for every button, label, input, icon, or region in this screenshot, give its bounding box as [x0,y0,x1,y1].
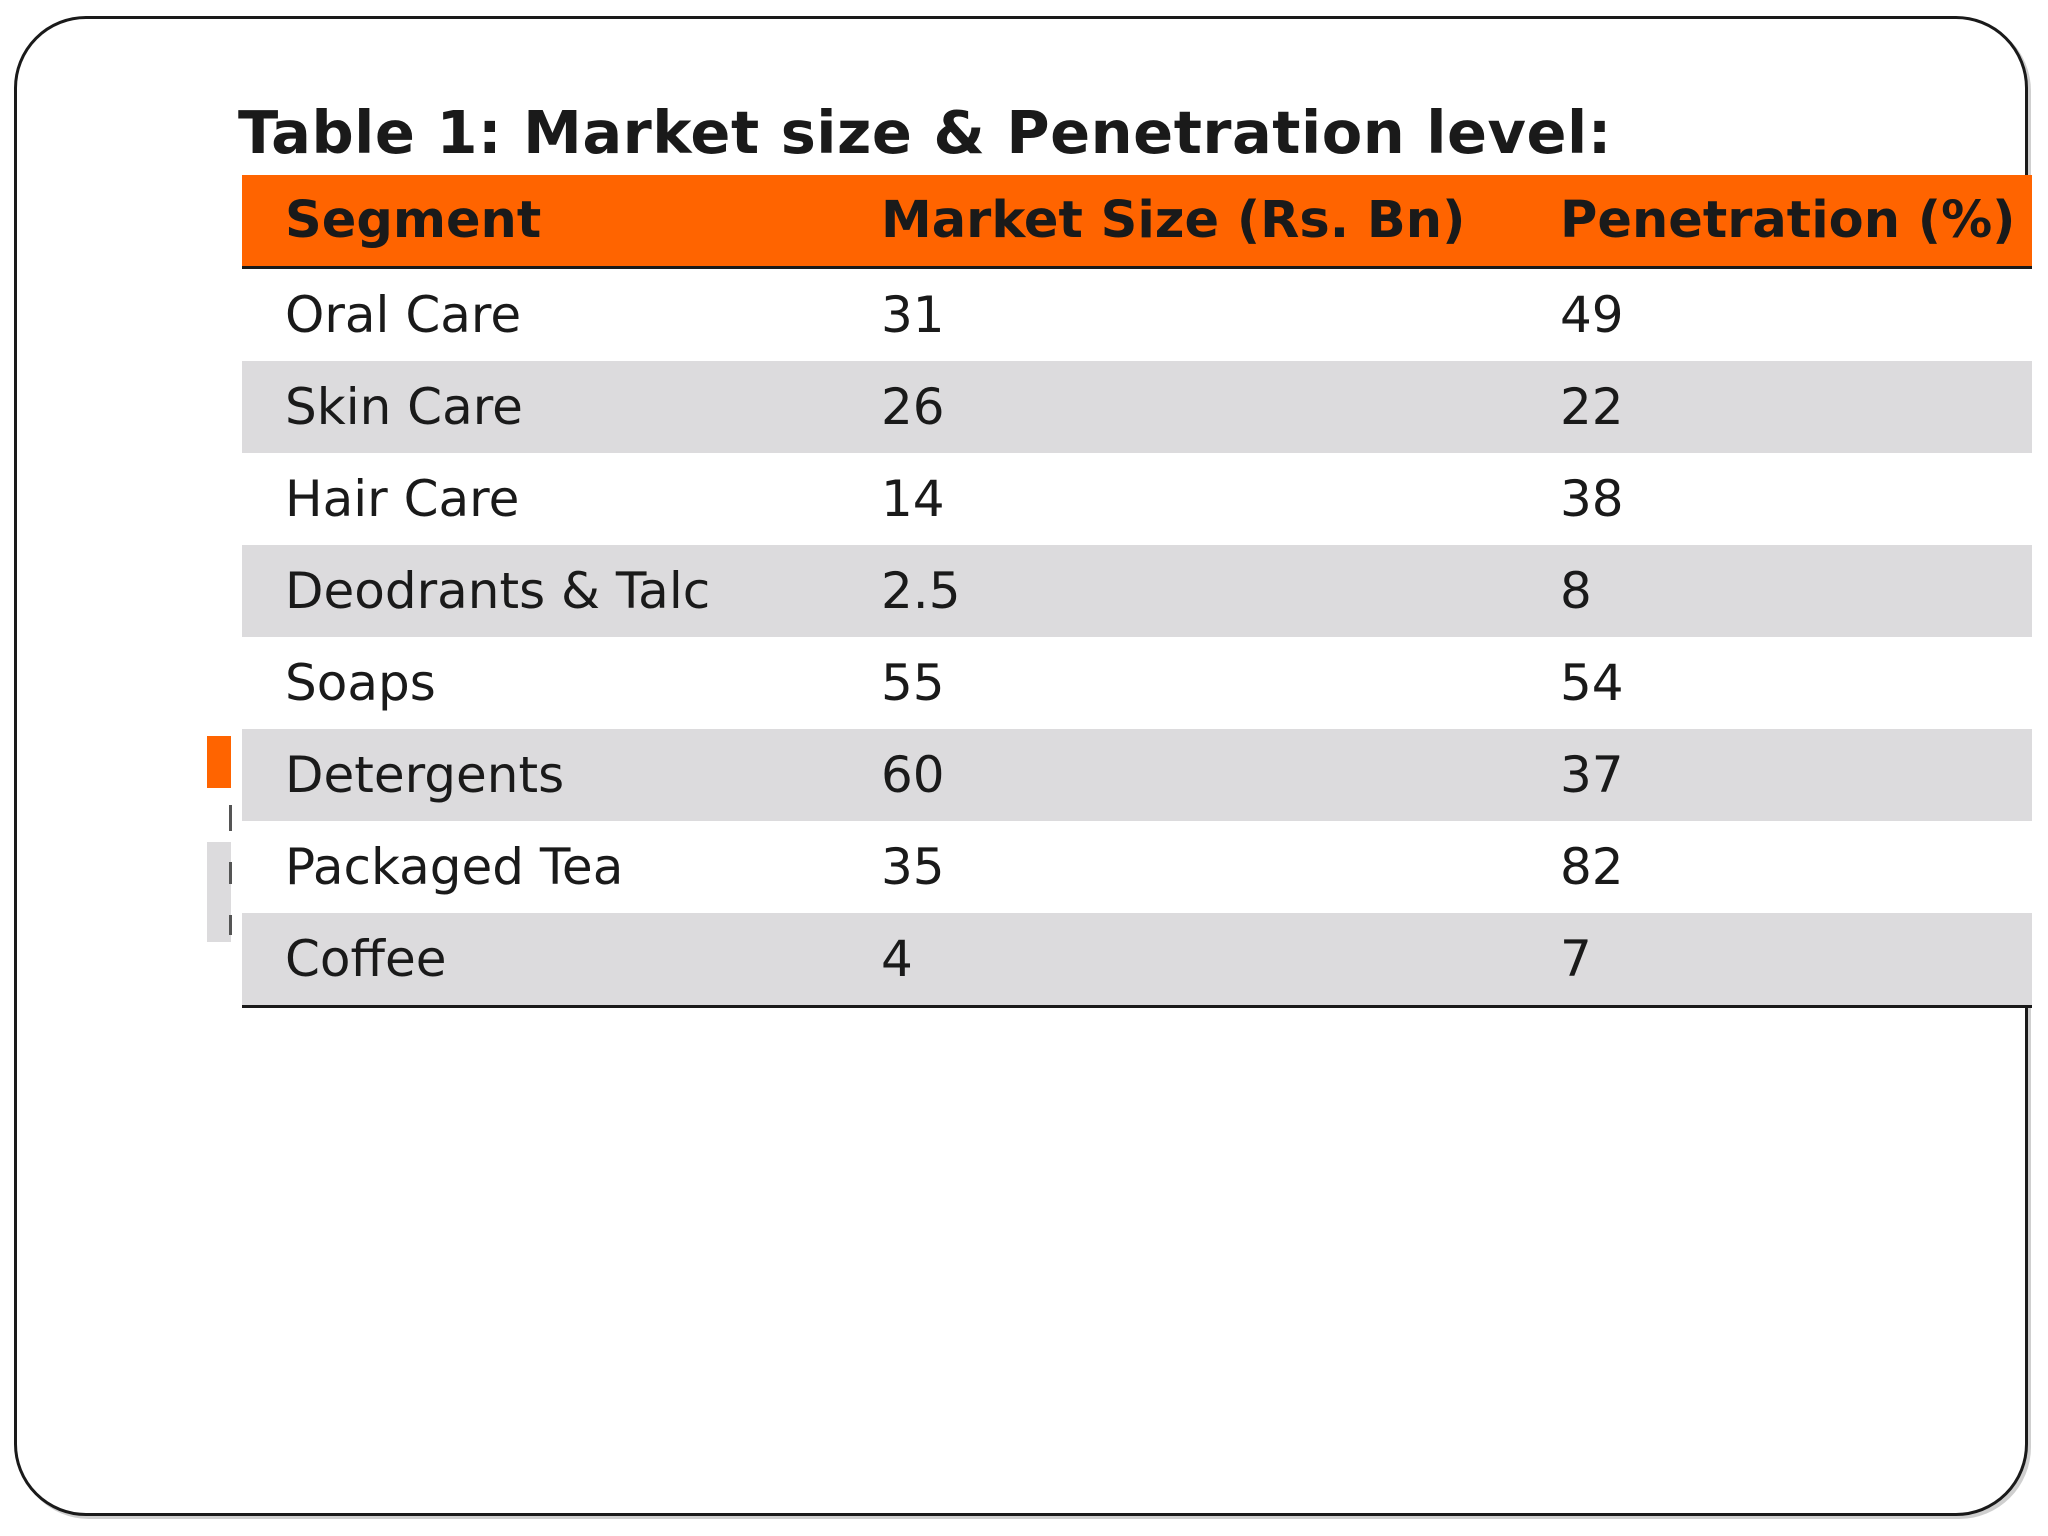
cell-market-size: 2.5 [881,562,961,620]
cell-market-size: 55 [881,654,945,712]
table-header-row: Segment Market Size (Rs. Bn) Penetration… [242,175,2032,269]
cell-market-size: 31 [881,286,945,344]
cell-segment: Coffee [285,930,447,988]
cell-segment: Skin Care [285,378,523,436]
table-title: Table 1: Market size & Penetration level… [238,98,1612,167]
cell-penetration: 54 [1560,654,1624,712]
header-market-size: Market Size (Rs. Bn) [881,191,1466,250]
header-segment: Segment [285,191,542,250]
cell-segment: Soaps [285,654,436,712]
table-row: Oral Care 31 49 [242,269,2032,361]
table-row: Packaged Tea 35 82 [242,821,2032,913]
table-row: Deodrants & Talc 2.5 8 [242,545,2032,637]
header-penetration: Penetration (%) [1560,191,2016,250]
table-row: Coffee 4 7 [242,913,2032,1008]
cell-penetration: 7 [1560,930,1592,988]
cell-penetration: 82 [1560,838,1624,896]
decorative-tick [229,915,232,935]
cell-market-size: 26 [881,378,945,436]
cell-segment: Detergents [285,746,565,804]
cell-market-size: 60 [881,746,945,804]
table-row: Detergents 60 37 [242,729,2032,821]
cell-penetration: 8 [1560,562,1592,620]
table-row: Hair Care 14 38 [242,453,2032,545]
cell-penetration: 38 [1560,470,1624,528]
table-row: Soaps 55 54 [242,637,2032,729]
cell-segment: Hair Care [285,470,520,528]
cell-penetration: 37 [1560,746,1624,804]
cell-segment: Packaged Tea [285,838,624,896]
cell-market-size: 4 [881,930,913,988]
decorative-gray-block [207,842,231,942]
cell-market-size: 35 [881,838,945,896]
cell-penetration: 49 [1560,286,1624,344]
cell-penetration: 22 [1560,378,1624,436]
cell-segment: Deodrants & Talc [285,562,711,620]
decorative-tick [229,805,232,831]
decorative-orange-block [207,736,231,788]
market-table: Segment Market Size (Rs. Bn) Penetration… [242,175,2032,1008]
cell-segment: Oral Care [285,286,522,344]
cell-market-size: 14 [881,470,945,528]
decorative-tick [229,862,232,884]
table-row: Skin Care 26 22 [242,361,2032,453]
